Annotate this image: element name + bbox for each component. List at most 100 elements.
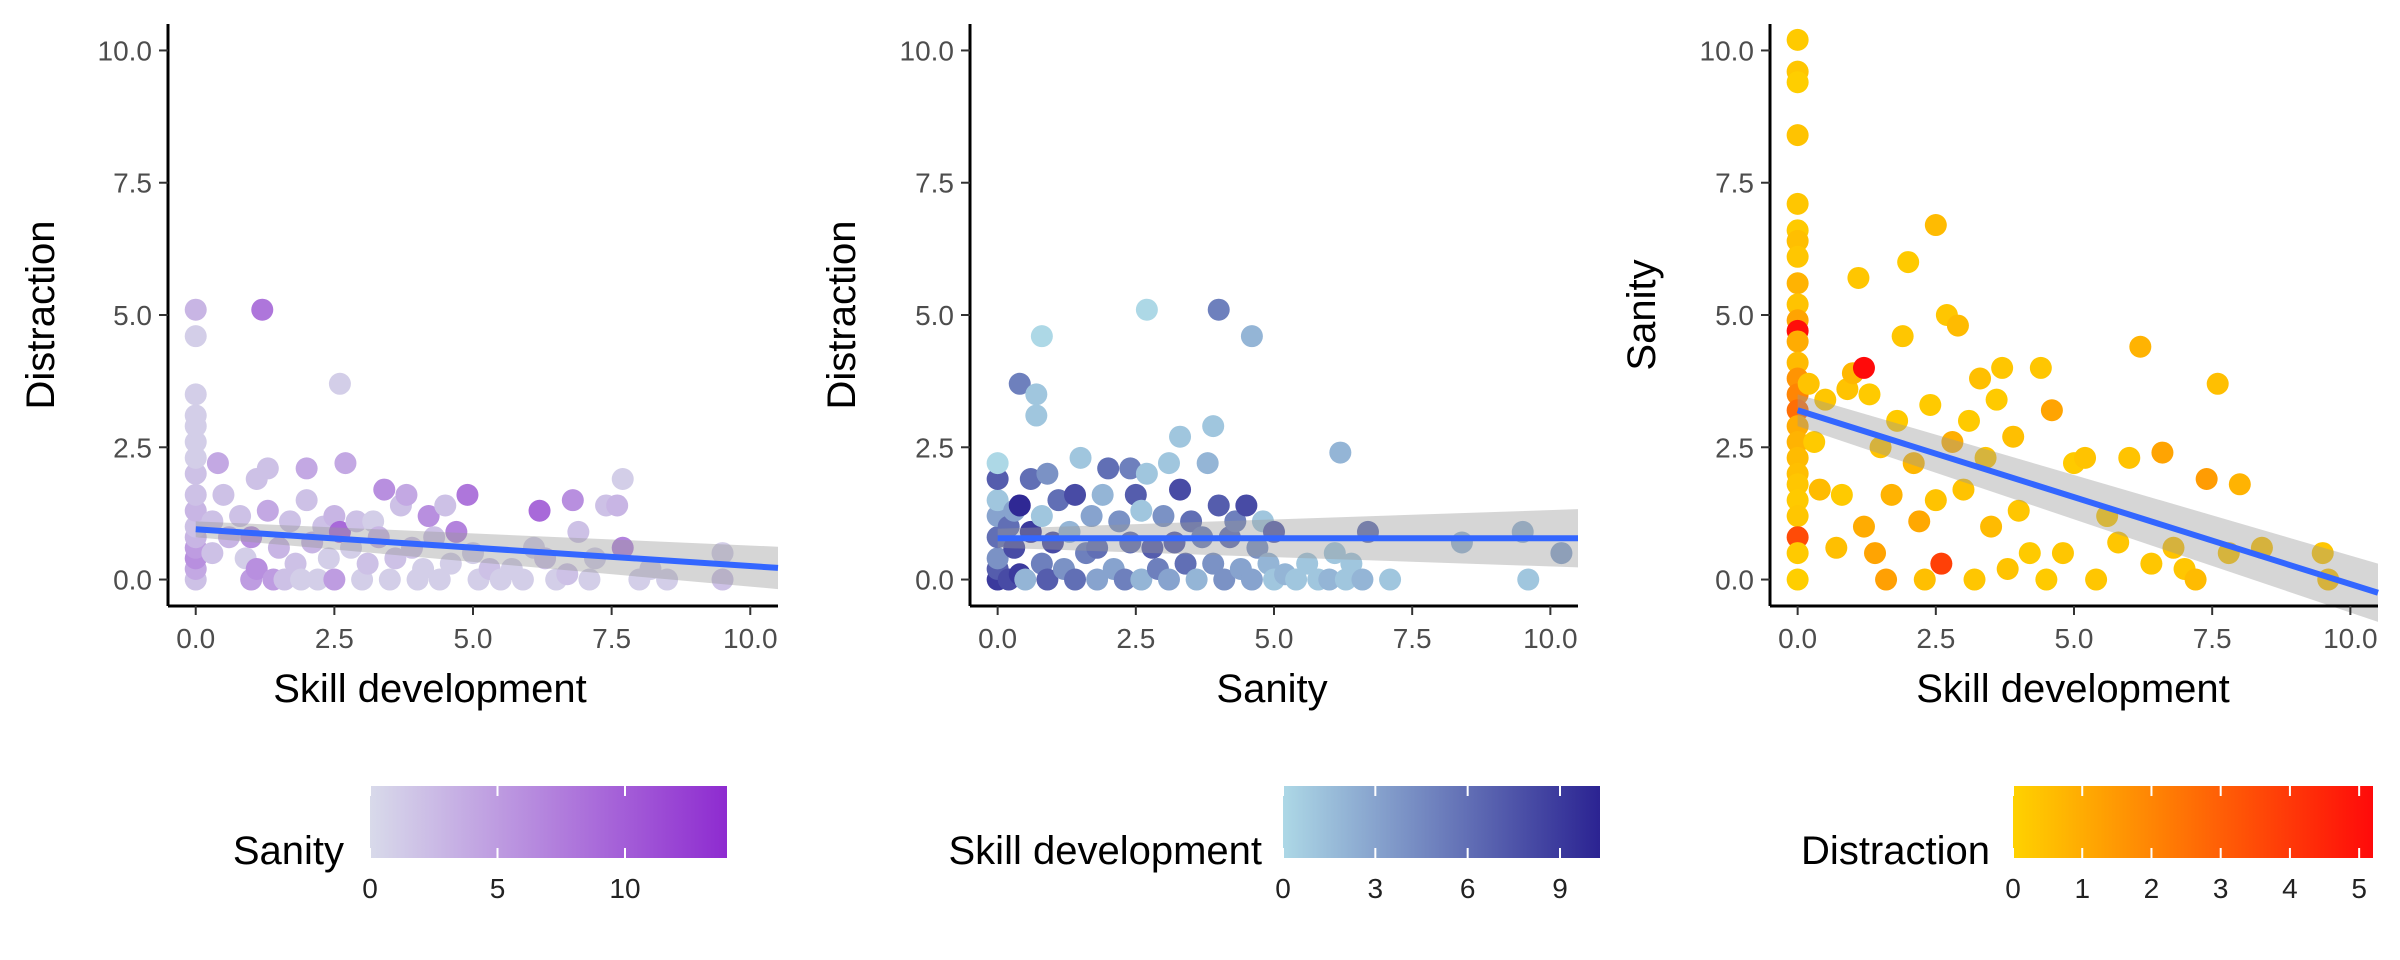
scatter-point xyxy=(1808,478,1831,501)
x-tick-label: 5.0 xyxy=(1255,623,1294,654)
legend: Skill development 0 3 6 9 xyxy=(949,786,1600,904)
scatter-point xyxy=(1786,473,1809,496)
scatter-point xyxy=(1047,489,1070,512)
y-tick-label: 10.0 xyxy=(98,35,153,66)
legend-title: Skill development xyxy=(949,829,1263,873)
scatter-point xyxy=(1786,293,1809,316)
scatter-point xyxy=(1329,441,1352,464)
scatter-point xyxy=(184,383,207,406)
x-tick-label: 10.0 xyxy=(1523,623,1578,654)
scatter-point xyxy=(1803,430,1826,453)
x-tick-label: 0.0 xyxy=(176,623,215,654)
scatter-point xyxy=(1019,468,1042,491)
scatter-point xyxy=(1786,192,1809,215)
trend-line xyxy=(1796,407,2379,596)
scatter-point xyxy=(1880,483,1903,506)
legend-title: Distraction xyxy=(1801,829,1990,873)
scatter-point xyxy=(428,568,451,591)
scatter-point xyxy=(184,462,207,485)
scatter-point xyxy=(1963,568,1986,591)
axes xyxy=(159,24,778,615)
scatter-point xyxy=(1786,272,1809,295)
scatter-point xyxy=(2140,552,2163,575)
scatter-point xyxy=(1924,214,1947,237)
scatter-point xyxy=(412,557,435,580)
scatter-point xyxy=(1974,446,1997,469)
scatter-point xyxy=(1130,568,1153,591)
scatter-point xyxy=(306,568,329,591)
scatter-point xyxy=(1108,510,1131,533)
scatter-point xyxy=(1852,356,1875,379)
scatter-point xyxy=(1014,568,1037,591)
scatter-point xyxy=(273,568,296,591)
scatter-point xyxy=(1786,28,1809,51)
axes xyxy=(1761,24,2378,615)
trend-line xyxy=(195,526,779,571)
scatter-point xyxy=(201,542,224,565)
y-tick-label: 5.0 xyxy=(915,300,954,331)
scatter-point xyxy=(1941,430,1964,453)
scatter-point xyxy=(1786,351,1809,374)
scatter-point xyxy=(317,547,340,570)
scatter-point xyxy=(639,557,662,580)
scatter-point xyxy=(1897,251,1920,274)
scatter-point xyxy=(2311,542,2334,565)
scatter-point xyxy=(295,489,318,512)
confidence-band xyxy=(1797,394,2378,622)
scatter-point xyxy=(184,499,207,522)
scatter-point xyxy=(373,478,396,501)
scatter-point xyxy=(1340,552,1363,575)
x-tick-label: 7.5 xyxy=(2193,623,2232,654)
scatter-point xyxy=(2206,372,2229,395)
scatter-point xyxy=(1130,499,1153,522)
scatter-point xyxy=(1786,415,1809,438)
legend-tick-label: 1 xyxy=(2074,873,2090,904)
scatter-point xyxy=(434,494,457,517)
scatter-point xyxy=(1875,568,1898,591)
scatter-point xyxy=(1957,409,1980,432)
axes xyxy=(961,24,1578,615)
scatter-point xyxy=(2107,531,2130,554)
scatter-point xyxy=(184,483,207,506)
scatter-point xyxy=(1825,536,1848,559)
scatter-point xyxy=(1902,452,1925,475)
scatter-point xyxy=(1202,415,1225,438)
scatter-point xyxy=(2085,568,2108,591)
scatter-point xyxy=(212,483,235,506)
legend-tick-label: 0 xyxy=(362,873,378,904)
scatter-point xyxy=(1064,568,1087,591)
scatter-point xyxy=(1008,372,1031,395)
scatter-point xyxy=(1152,505,1175,528)
scatter-point xyxy=(1985,388,2008,411)
scatter-point xyxy=(256,499,279,522)
scatter-point xyxy=(1180,510,1203,533)
scatter-point xyxy=(456,483,479,506)
y-tick-label: 2.5 xyxy=(915,432,954,463)
y-tick-label: 2.5 xyxy=(113,432,152,463)
scatter-point xyxy=(1908,510,1931,533)
scatter-point xyxy=(1786,526,1809,549)
x-tick-label: 7.5 xyxy=(592,623,631,654)
y-tick-label: 10.0 xyxy=(900,35,955,66)
scatter-point xyxy=(206,452,229,475)
scatter-point xyxy=(1141,536,1164,559)
scatter-point xyxy=(1830,483,1853,506)
tick-labels: 0.0 0.0 2.5 2.5 5.0 5.0 7.5 7.5 10.0 10.0 xyxy=(1700,35,2378,654)
scatter-point xyxy=(1008,494,1031,517)
scatter-point xyxy=(1030,505,1053,528)
x-tick-label: 2.5 xyxy=(1116,623,1155,654)
trend-line-group xyxy=(195,521,779,590)
scatter-point xyxy=(1991,356,2014,379)
y-tick-label: 7.5 xyxy=(113,168,152,199)
scatter-point xyxy=(1869,436,1892,459)
scatter-point xyxy=(184,298,207,321)
scatter-point xyxy=(561,489,584,512)
scatter-point xyxy=(567,520,590,543)
x-tick-label: 7.5 xyxy=(1393,623,1432,654)
scatter-point xyxy=(1285,568,1308,591)
scatter-point xyxy=(986,452,1009,475)
scatter-point xyxy=(1797,372,1820,395)
scatter-points xyxy=(1786,28,2340,591)
x-tick-label: 0.0 xyxy=(978,623,1017,654)
